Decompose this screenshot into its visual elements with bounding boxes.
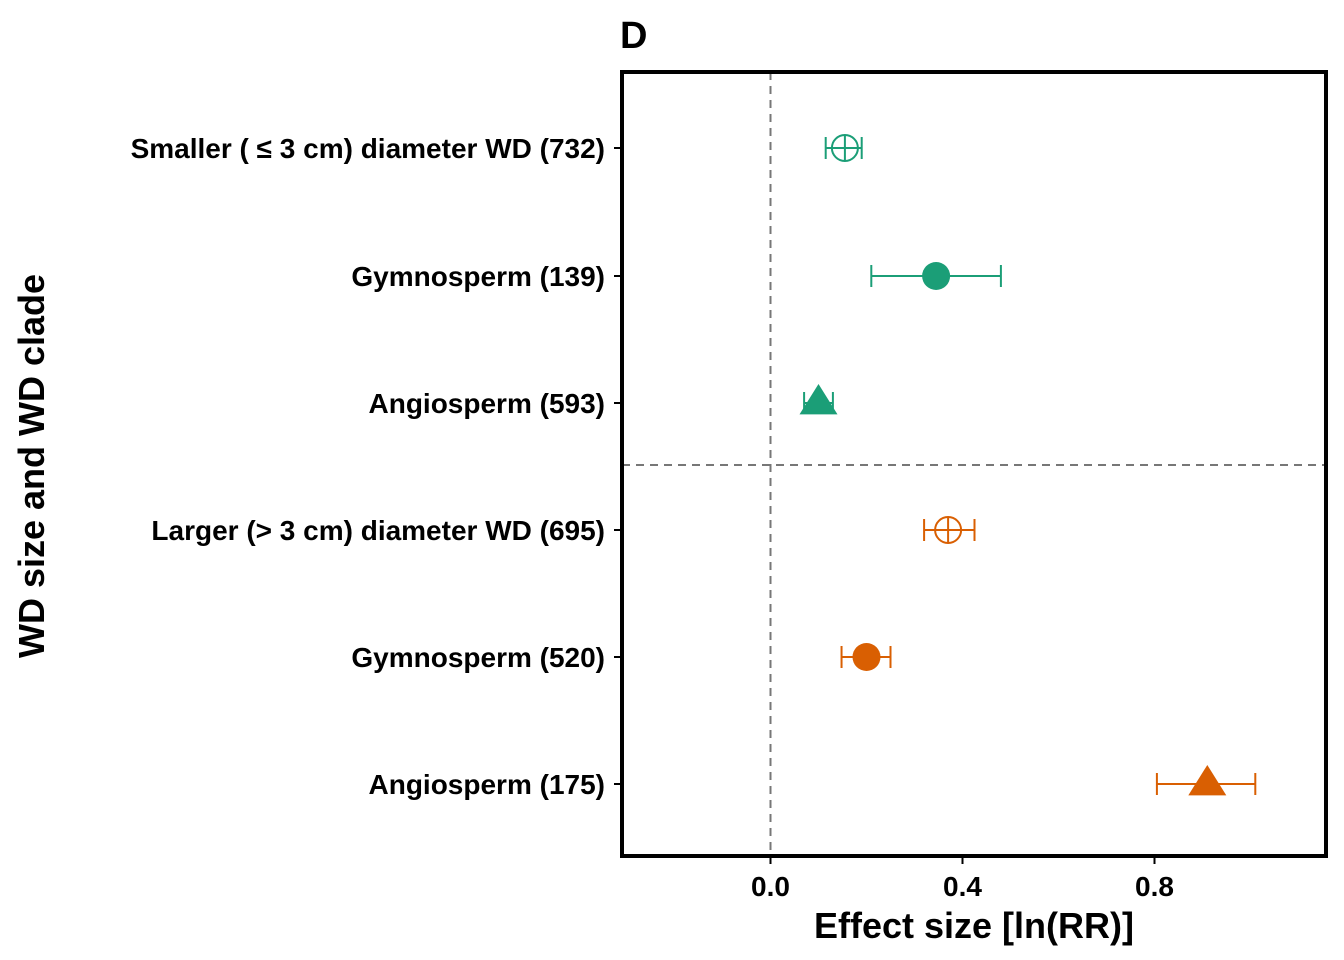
x-tick-label: 0.8 xyxy=(1135,871,1174,902)
plot-area: Smaller ( ≤ 3 cm) diameter WD (732) Gymno… xyxy=(131,70,1328,902)
x-tick-label: 0.0 xyxy=(751,871,790,902)
y-tick-label: Angiosperm (593) xyxy=(369,388,606,419)
estimate-marker xyxy=(799,384,838,415)
y-tick-label: Gymnosperm (520) xyxy=(351,642,605,673)
x-axis-title: Effect size [ln(RR)] xyxy=(814,905,1134,946)
estimate-marker xyxy=(852,643,881,671)
plot-frame xyxy=(620,70,1328,858)
y-tick-label: Smaller ( ≤ 3 cm) diameter WD (732) xyxy=(131,133,605,164)
y-tick-label: Larger (> 3 cm) diameter WD (695) xyxy=(151,515,605,546)
estimate-marker xyxy=(1188,765,1227,796)
y-tick-label: Gymnosperm (139) xyxy=(351,261,605,292)
estimate-marker xyxy=(922,262,951,290)
panel-label: D xyxy=(620,15,647,57)
y-tick-label: Angiosperm (175) xyxy=(369,769,606,800)
y-axis-title: WD size and WD clade xyxy=(11,274,52,658)
x-tick-label: 0.4 xyxy=(943,871,982,902)
